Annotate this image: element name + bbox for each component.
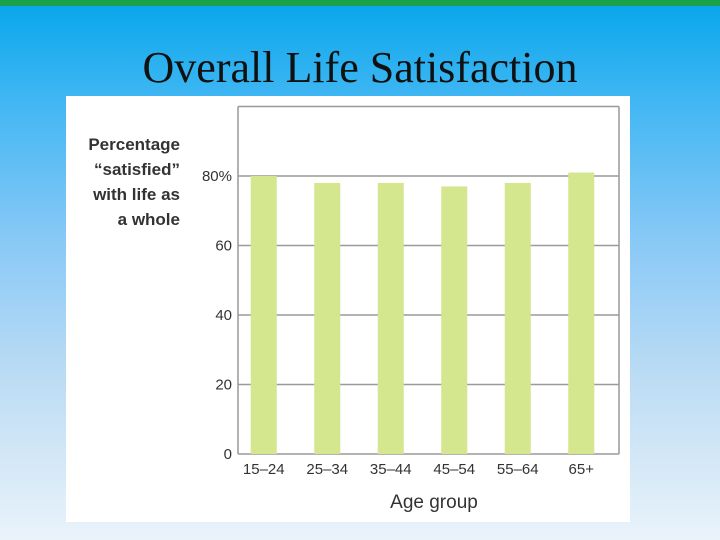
bar bbox=[314, 182, 341, 454]
y-axis-label-line: with life as bbox=[93, 185, 180, 204]
x-tick-label: 35–44 bbox=[370, 461, 412, 478]
chart-panel: Percentage “satisfied” with life as a wh… bbox=[66, 96, 630, 522]
bar bbox=[250, 176, 277, 454]
bar bbox=[504, 182, 531, 454]
slide-title: Overall Life Satisfaction bbox=[142, 43, 578, 92]
bar-chart: 0 20 40 60 80% 15–24 25–34 35–44 45–54 55–64 65+ Ag… bbox=[202, 105, 620, 513]
y-tick-label: 20 bbox=[215, 377, 232, 394]
y-tick-label: 0 bbox=[224, 446, 232, 463]
x-axis-label: Age group bbox=[390, 492, 478, 513]
bar bbox=[441, 186, 468, 455]
bar bbox=[568, 172, 595, 454]
x-tick-label: 55–64 bbox=[497, 461, 539, 478]
y-tick-label: 80% bbox=[202, 168, 232, 185]
y-axis-label: Percentage “satisfied” with life as a wh… bbox=[66, 132, 180, 232]
top-accent-bar bbox=[0, 0, 720, 6]
x-tick-label: 15–24 bbox=[243, 461, 285, 478]
y-tick-label: 60 bbox=[215, 238, 232, 255]
y-axis-label-line: Percentage bbox=[88, 135, 180, 154]
x-tick-label: 45–54 bbox=[433, 461, 475, 478]
y-tick-label: 40 bbox=[215, 307, 232, 324]
y-axis-label-line: a whole bbox=[117, 210, 180, 229]
x-tick-label: 25–34 bbox=[306, 461, 348, 478]
y-axis-label-line: “satisfied” bbox=[94, 160, 180, 179]
bar bbox=[377, 182, 404, 454]
x-tick-label: 65+ bbox=[569, 461, 595, 478]
